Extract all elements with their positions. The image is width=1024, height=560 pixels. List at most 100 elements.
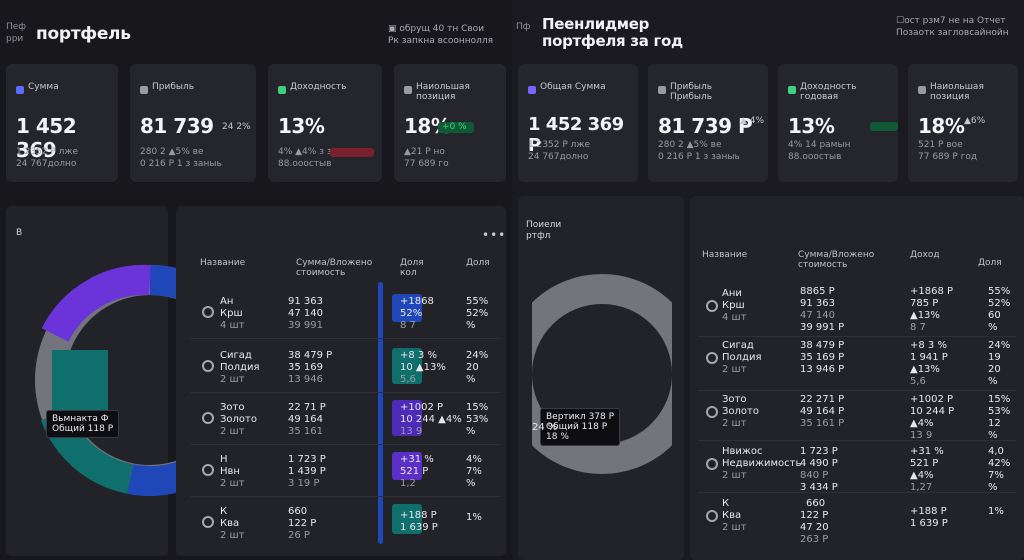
- row-divider: [190, 338, 500, 339]
- col-header-share-qty[interactable]: Доля кол: [400, 258, 424, 278]
- row-value: 13 946 Р: [800, 364, 845, 375]
- row-qty: 2 шт: [220, 426, 245, 437]
- row-share-3: %: [466, 478, 476, 489]
- column-accent-bar: [378, 282, 383, 544]
- asset-icon: [706, 510, 718, 522]
- allocation-donut[interactable]: [532, 256, 672, 496]
- asset-icon: [202, 516, 214, 528]
- row-qty: 2 шт: [722, 364, 747, 375]
- header-tag: Пф: [516, 22, 531, 32]
- tooltip-line-4: 24 %: [532, 422, 558, 433]
- row-value: 840 Р: [800, 470, 829, 481]
- donut-ring-gray[interactable]: [532, 274, 672, 474]
- row-qty: 2 шт: [722, 522, 747, 533]
- share-pill: [392, 294, 422, 322]
- col-header-profit[interactable]: Доход: [910, 250, 940, 260]
- card-sub-2: 88.ооостыв: [788, 152, 842, 162]
- row-sum: 38 479 Р: [288, 350, 333, 361]
- card-value: 18%: [918, 114, 965, 138]
- card-label: Сумма: [28, 82, 59, 92]
- card-value: 1 452 369 Р: [528, 114, 624, 156]
- asset-icon: [202, 464, 214, 476]
- header-actions[interactable]: ▣ обрущ 40 тн Свои: [388, 24, 485, 34]
- chart-title-2: ртфл: [526, 231, 551, 241]
- row-profit-2: 10 ▲13%: [400, 362, 446, 373]
- asset-icon: [706, 300, 718, 312]
- row-share-3: %: [466, 320, 476, 331]
- row-sum: 22 271 Р: [800, 394, 845, 405]
- row-profit-2: 10 244 Р: [910, 406, 955, 417]
- stat-card-profit[interactable]: Прибыль 81 739 24 2% 280 2 ▲5% ве 0 216 …: [130, 64, 256, 182]
- row-invested: 4 490 Р: [800, 458, 838, 469]
- row-name-2: Ква: [722, 510, 742, 521]
- row-qty: 4 шт: [220, 320, 245, 331]
- profit-icon: [140, 86, 148, 94]
- row-profit-3: ▲13%: [910, 364, 940, 375]
- header-actions[interactable]: ☐ост рзм7 не на Отчет: [896, 16, 1006, 26]
- row-qty: 2 шт: [722, 418, 747, 429]
- col-header-share[interactable]: Доля: [466, 258, 490, 268]
- tooltip-line-3: 18 %: [546, 432, 569, 442]
- row-profit-2: 1 941 Р: [910, 352, 948, 363]
- row-share-2: 53%: [466, 414, 489, 425]
- tooltip-line-2: Общий 118 Р: [546, 422, 608, 432]
- row-profit: +31 %: [400, 454, 434, 465]
- row-profit: +1868 Р: [910, 286, 954, 297]
- page-title: Пеенлидмер портфеля за год: [542, 15, 683, 50]
- stat-card-total[interactable]: Общая Сумма 1 452 369 Р 1 2352 Р лже 24 …: [518, 64, 638, 182]
- row-value: 26 Р: [288, 530, 310, 541]
- header-subactions[interactable]: Рк запкна всооннолля: [388, 36, 494, 46]
- row-sum: 8865 Р: [800, 286, 835, 297]
- row-name: К: [722, 498, 730, 509]
- row-invested: 49 164 Р: [800, 406, 845, 417]
- card-value: 1 452 369: [16, 114, 77, 162]
- stat-card-largest[interactable]: Наиольшая позиция 18% +0 % ▲21 Р но 77 6…: [394, 64, 506, 182]
- donut-slice-purple[interactable]: [41, 264, 151, 343]
- card-value: 13%: [278, 114, 325, 138]
- row-name: Зото: [722, 394, 747, 405]
- row-divider: [698, 336, 1016, 337]
- col-header-sum[interactable]: Сумма/Вложено стоимость: [798, 250, 875, 270]
- row-share-3: %: [466, 374, 476, 385]
- row-profit-3: 13 9: [400, 426, 423, 437]
- row-share: 15%: [988, 394, 1011, 405]
- header-subactions[interactable]: Позаотк загловсайнойн: [896, 28, 1009, 38]
- row-profit: +8 3 %: [400, 350, 437, 361]
- row-invested: 47 140: [288, 308, 323, 319]
- donut-teal-block: [52, 350, 108, 410]
- card-sub-1: 280 2 ▲5% ве: [140, 147, 204, 157]
- col-header-name[interactable]: Название: [200, 258, 246, 268]
- stat-card-yield[interactable]: Доходность годовая 13% 4% 14 рамын 88.оо…: [778, 64, 898, 182]
- row-profit-4: 1,27: [910, 482, 933, 493]
- card-sub-1: 4% ▲4% з зам: [278, 147, 344, 157]
- row-profit-3: ▲4%: [910, 418, 934, 429]
- row-share: 4%: [466, 454, 482, 465]
- page-title: портфель: [36, 24, 131, 44]
- row-share: 4,0: [988, 446, 1004, 457]
- row-value: 47 140: [800, 310, 835, 321]
- col-header-name[interactable]: Название: [702, 250, 748, 260]
- row-share-4: %: [988, 376, 998, 387]
- more-options-icon[interactable]: •••: [482, 228, 507, 242]
- row-name-2: Крш: [722, 300, 745, 311]
- stat-card-largest[interactable]: Наиольшая позиция 18% ▲6% 521 Р вое 77 6…: [908, 64, 1018, 182]
- row-name-2: Крш: [220, 308, 243, 319]
- card-badge: 24 2%: [222, 122, 251, 132]
- stat-card-yield[interactable]: Доходность 13% 4% ▲4% з зам 88.ооостыв: [268, 64, 382, 182]
- row-share: 24%: [466, 350, 489, 361]
- row-invested: 35 169: [288, 362, 323, 373]
- stat-card-profit[interactable]: Прибыль Прибыль 81 739 Р ▲ 4% 280 2 ▲5% …: [648, 64, 768, 182]
- row-share-2: 7%: [466, 466, 482, 477]
- row-profit-3: 5,6: [400, 374, 416, 385]
- col-header-share[interactable]: Доля: [978, 258, 1002, 268]
- row-name-2: Нвн: [220, 466, 240, 477]
- stat-card-total[interactable]: Сумма 1 452 369 1 2352 Р лже 24 767долно: [6, 64, 118, 182]
- card-badge: ▲6%: [964, 116, 986, 126]
- row-invested: 35 169 Р: [800, 352, 845, 363]
- row-share-4: %: [988, 482, 998, 493]
- card-badge: ▲ 4%: [740, 116, 765, 126]
- right-pane: Пф Пеенлидмер портфеля за год ☐ост рзм7 …: [512, 0, 1024, 560]
- row-profit-2: 52%: [400, 308, 423, 319]
- row-name: Сигад: [220, 350, 252, 361]
- col-header-sum[interactable]: Сумма/Вложено стоимость: [296, 258, 373, 278]
